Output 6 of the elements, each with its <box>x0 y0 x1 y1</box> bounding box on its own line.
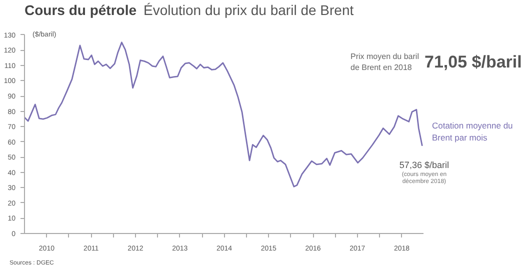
text: 71,05 $/baril <box>424 52 522 72</box>
annotation: 57,36 $/baril <box>399 160 449 170</box>
series-label: Cotation moyenne du Brent par mois <box>432 120 514 142</box>
chart-title: Cours du pétrole <box>24 2 137 18</box>
annotation: Prix moyen du baril de Brent en 2018 <box>350 52 420 72</box>
chart-subtitle: Évolution du prix du baril de Brent <box>144 2 354 18</box>
